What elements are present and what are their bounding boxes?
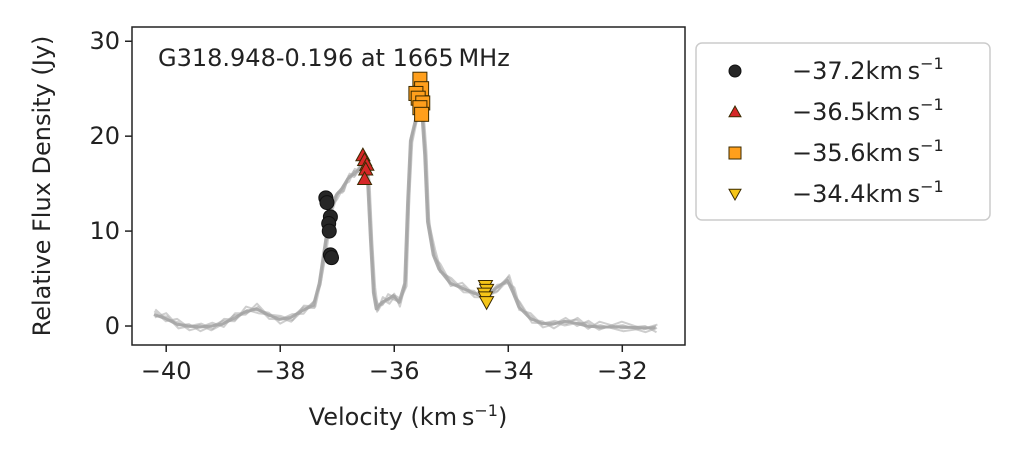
data-point-circle [324, 250, 340, 266]
legend-marker-square [728, 146, 742, 160]
legend-label: −34.4km s−1 [792, 177, 944, 208]
spectrum-line [154, 106, 658, 334]
y-tick-label: 30 [89, 27, 120, 55]
plot-frame [131, 26, 686, 346]
x-tick-label: −38 [255, 357, 306, 385]
x-tick-label: −34 [483, 357, 534, 385]
legend-marker-circle [728, 64, 742, 78]
data-point-triangle-up [356, 170, 373, 185]
legend-marker-triangle-up [728, 104, 742, 118]
x-axis-label: Velocity (km s−1) [309, 401, 508, 431]
data-point-circle [321, 223, 337, 239]
legend: −37.2km s−1 −36.5km s−1 −35.6km s−1 −34.4km… [695, 42, 991, 221]
legend-label: −36.5km s−1 [792, 95, 944, 126]
legend-label: −35.6km s−1 [792, 136, 944, 167]
y-tick-label: 10 [89, 217, 120, 245]
y-axis-ticks: 0 10 20 30 [89, 27, 132, 340]
spectrum-line [155, 111, 658, 333]
spectrum-line [153, 103, 657, 332]
chart-annotation: G318.948-0.196 at 1665 MHz [158, 44, 510, 72]
markers-group [318, 71, 495, 311]
legend-items: −37.2km s−1 −36.5km s−1 −35.6km s−1 −34.4km… [728, 54, 944, 208]
y-tick-label: 0 [105, 312, 120, 340]
data-point-square [414, 106, 430, 122]
x-tick-label: −36 [369, 357, 420, 385]
data-point-circle [319, 195, 335, 211]
y-axis-label: Relative Flux Density (Jy) [28, 36, 56, 337]
spectra-group [153, 103, 658, 334]
y-tick-label: 20 [89, 122, 120, 150]
x-tick-label: −32 [597, 357, 648, 385]
legend-frame [695, 42, 991, 221]
x-axis-ticks: −40 −38 −36 −34 −32 [141, 345, 648, 385]
legend-label: −37.2km s−1 [792, 54, 944, 85]
x-tick-label: −40 [141, 357, 192, 385]
data-point-triangle-down [478, 296, 495, 311]
legend-marker-triangle-down [728, 188, 742, 202]
